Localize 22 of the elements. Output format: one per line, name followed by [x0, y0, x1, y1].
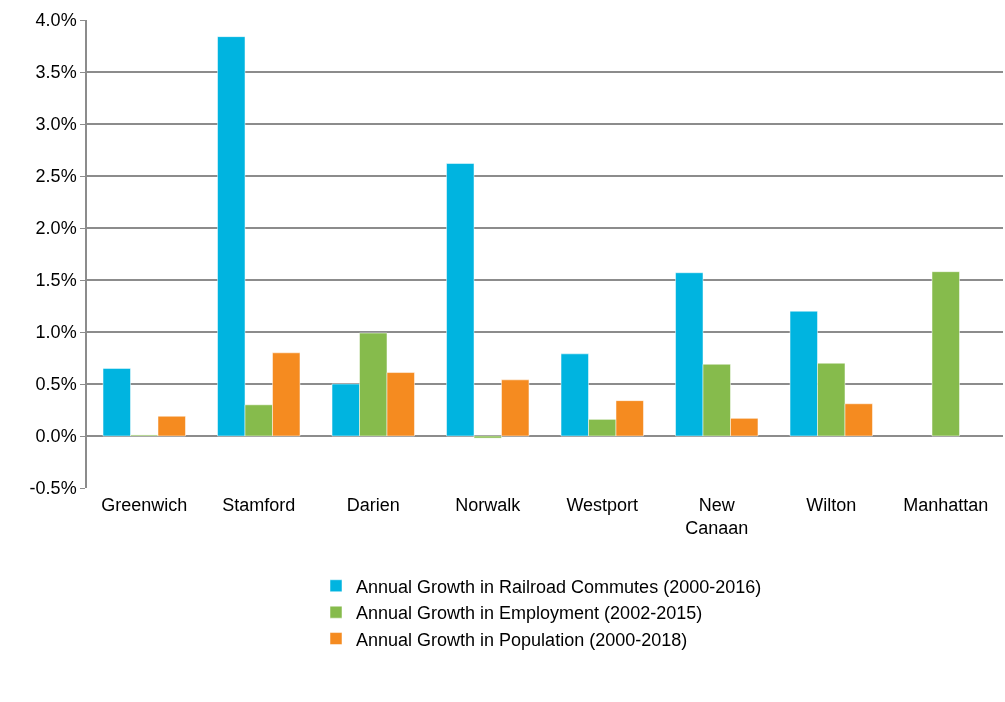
x-tick-label: Manhattan [903, 495, 989, 515]
y-tick-label: 0.5% [35, 374, 77, 395]
y-tick-label: 2.0% [35, 218, 77, 239]
y-tick-label: 1.5% [35, 270, 77, 291]
y-tick-label: 4.0% [35, 10, 77, 31]
y-tick-label: 0.0% [35, 426, 77, 447]
x-tick-label: Norwalk [455, 495, 522, 515]
y-tick-label: -0.5% [29, 478, 77, 499]
legend-label: Annual Growth in Population (2000-2018) [356, 629, 688, 650]
x-tick-label: New Canaan [685, 495, 749, 539]
bar [931, 271, 960, 437]
y-tick-label: 1.0% [35, 322, 77, 343]
legend-label: Annual Growth in Railroad Commutes (2000-2016) [356, 576, 762, 597]
x-tick-label: Greenwich [101, 495, 188, 515]
y-tick-label: 3.0% [35, 114, 77, 135]
x-tick-label: Stamford [222, 495, 296, 515]
x-tick-label: Wilton [806, 495, 857, 515]
y-tick-label: 2.5% [35, 166, 77, 187]
y-tick-label: 3.5% [35, 62, 77, 83]
x-tick-label: Westport [566, 495, 639, 515]
x-tick-label: Darien [346, 495, 400, 515]
legend-label: Annual Growth in Employment (2002-2015) [356, 603, 703, 624]
